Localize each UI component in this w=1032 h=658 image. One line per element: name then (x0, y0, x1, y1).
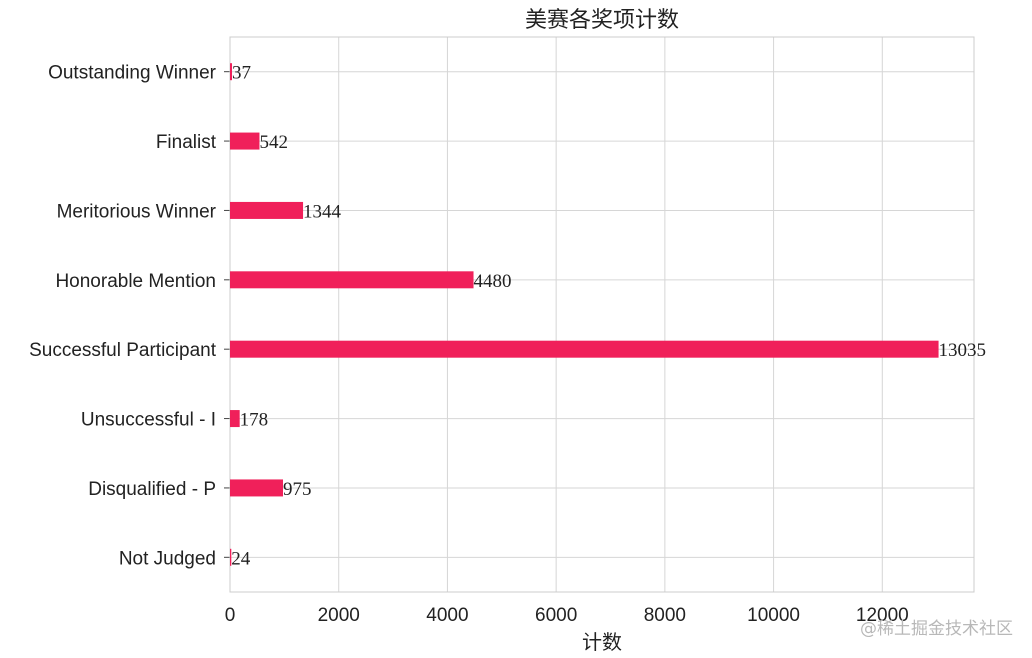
data-label: 1344 (303, 201, 342, 222)
bar (230, 479, 283, 497)
y-tick-label: Honorable Mention (55, 271, 216, 292)
bar (230, 548, 232, 566)
x-tick-labels: 0 2000 4000 6000 8000 10000 12000 (225, 605, 909, 626)
y-tick-label: Unsuccessful - I (81, 410, 216, 431)
bar (230, 63, 233, 81)
data-label: 178 (240, 410, 269, 431)
plot-frame (229, 36, 975, 593)
y-tick-label: Outstanding Winner (48, 63, 217, 84)
y-tick-label: Successful Participant (29, 340, 217, 361)
y-tick-label: Disqualified - P (88, 479, 216, 500)
watermark-text: @稀土掘金技术社区 (860, 619, 1013, 639)
grid-lines (229, 37, 974, 592)
y-tick-label: Meritorious Winner (57, 201, 217, 222)
data-label: 542 (259, 132, 288, 153)
x-axis-label: 计数 (582, 630, 622, 654)
bars (230, 63, 939, 566)
x-tick-label: 12000 (856, 605, 909, 626)
x-tick-label: 0 (225, 605, 236, 626)
bar (230, 271, 474, 289)
x-tick-label: 10000 (747, 605, 800, 626)
x-tick-label: 8000 (644, 605, 686, 626)
y-tick-label: Not Judged (119, 548, 216, 569)
bar (230, 132, 260, 150)
chart-title: 美赛各奖项计数 (525, 8, 679, 33)
data-label: 37 (232, 63, 251, 84)
bar (230, 201, 304, 219)
data-label: 13035 (939, 340, 987, 361)
y-tick-label: Finalist (156, 132, 217, 153)
data-label: 24 (231, 548, 251, 569)
data-label: 975 (283, 479, 312, 500)
data-labels: 37 542 1344 4480 13035 178 975 24 (231, 63, 986, 570)
x-tick-label: 2000 (318, 605, 360, 626)
y-tick-labels: Outstanding Winner Finalist Meritorious Wi… (29, 37, 231, 592)
x-tick-label: 6000 (535, 605, 577, 626)
data-label: 4480 (474, 271, 512, 292)
bar (230, 340, 939, 358)
x-tick-label: 4000 (426, 605, 468, 626)
bar (230, 410, 240, 428)
